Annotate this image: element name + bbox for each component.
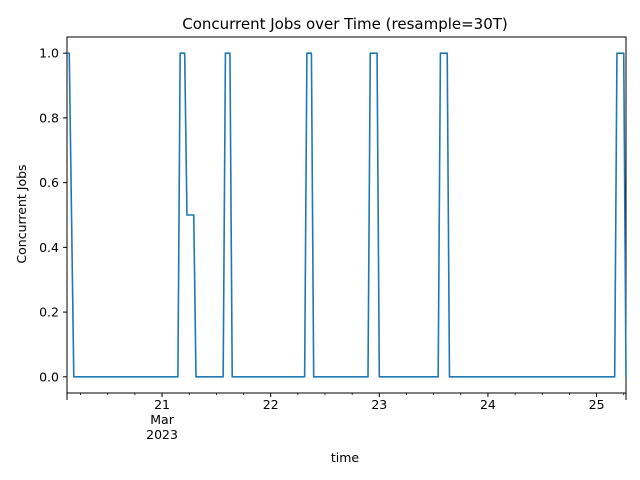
y-axis-label: Concurrent Jobs	[14, 164, 29, 263]
x-tick-label: 23	[371, 397, 387, 412]
y-tick-label: 0.0	[39, 369, 59, 384]
series-line	[67, 52, 627, 378]
y-tick-label: 0.8	[39, 110, 59, 125]
x-tick-label: 24	[480, 397, 496, 412]
y-tick-label: 1.0	[39, 46, 59, 61]
x-tick-label: 25	[589, 397, 605, 412]
x-tick-label: 22	[263, 397, 279, 412]
x-tick-sublabel: Mar	[150, 412, 174, 427]
x-tick-label: 21	[154, 397, 170, 412]
chart-title: Concurrent Jobs over Time (resample=30T)	[182, 15, 508, 33]
series-group	[67, 52, 627, 378]
y-tick-label: 0.6	[39, 175, 59, 190]
plot-frame	[66, 36, 627, 394]
x-tick-sublabel: 2023	[146, 427, 178, 442]
x-axis-label: time	[331, 450, 360, 465]
y-tick-label: 0.2	[39, 305, 59, 320]
y-axis: 0.0 0.2 0.4 0.6 0.8 1.0	[39, 46, 67, 384]
plot-border	[66, 36, 627, 394]
y-tick-label: 0.4	[39, 240, 59, 255]
